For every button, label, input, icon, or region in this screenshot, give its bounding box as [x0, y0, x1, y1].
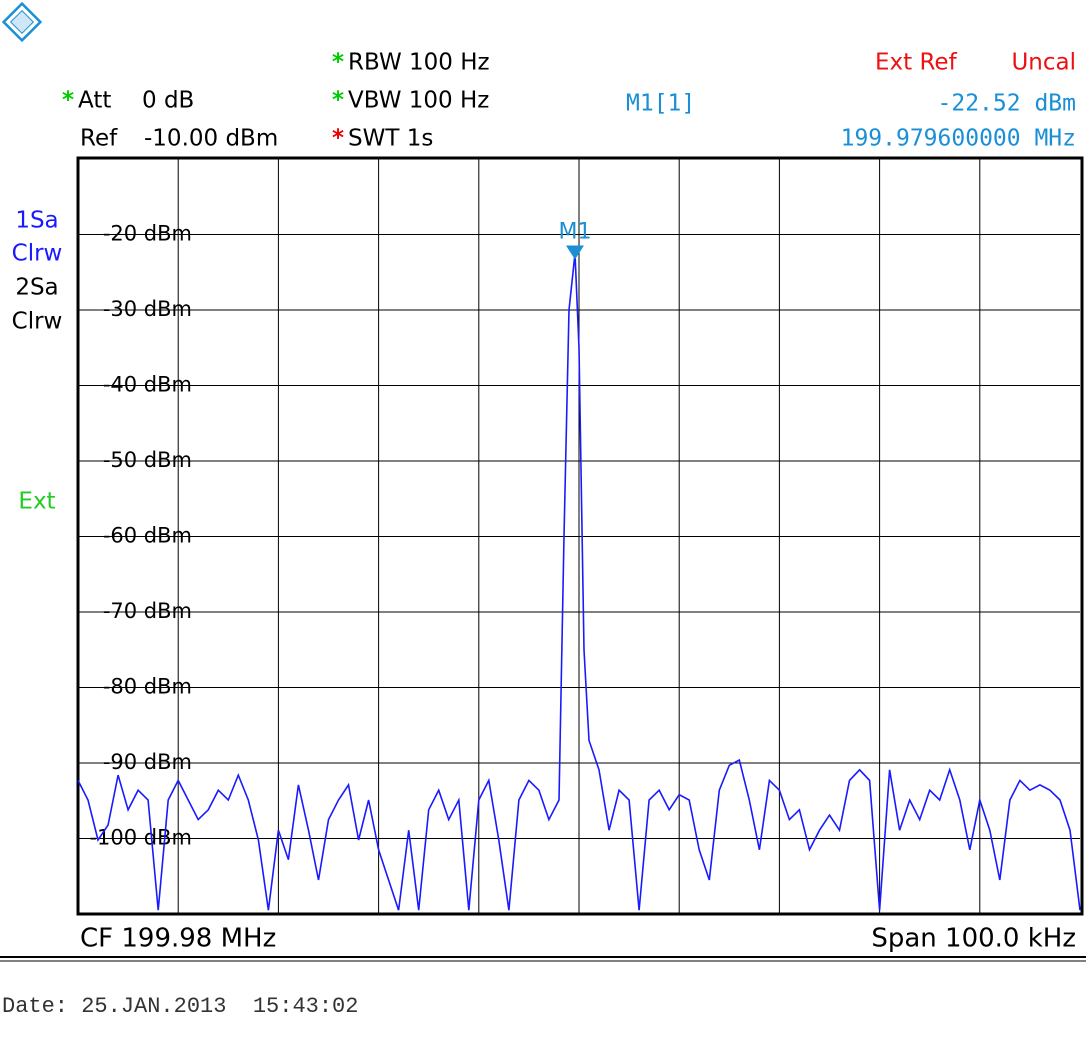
setting-value: -10.00 dBm [144, 126, 278, 152]
setting-label: Att [78, 88, 111, 114]
side-label: Ext [18, 489, 55, 515]
marker-readout-value: -22.52 dBm [938, 91, 1076, 117]
setting-flag: * [332, 88, 344, 114]
footer-left: CF 199.98 MHz [80, 924, 276, 954]
trace-clip [77, 253, 1081, 911]
marker-triangle [565, 245, 584, 260]
setting-flag: * [332, 50, 344, 76]
side-label: 1Sa [15, 208, 58, 234]
y-tick-label: -90 dBm [103, 750, 192, 774]
y-tick-label: -40 dBm [103, 373, 192, 397]
marker-label: M1 [558, 220, 591, 245]
setting-flag: * [332, 126, 344, 152]
side-label: Clrw [12, 241, 63, 267]
y-tick-label: -50 dBm [103, 448, 192, 472]
marker-readout-freq: 199.979600000 MHz [841, 126, 1076, 152]
setting-label: Ref [80, 126, 118, 152]
setting-label: VBW 100 Hz [348, 88, 489, 114]
setting-value: 0 dB [142, 88, 194, 114]
y-tick-label: -100 dBm [89, 826, 192, 850]
y-tick-label: -60 dBm [103, 524, 192, 548]
side-label: 2Sa [15, 275, 58, 301]
setting-flag: * [62, 88, 74, 114]
side-label: Clrw [12, 309, 63, 335]
setting-label: RBW 100 Hz [348, 50, 490, 76]
footer-right: Span 100.0 kHz [871, 924, 1076, 954]
setting-label: SWT 1s [348, 126, 433, 152]
marker-readout-label: M1[1] [626, 91, 695, 117]
trace [77, 253, 1081, 911]
y-tick-label: -80 dBm [103, 675, 192, 699]
status-uncal: Uncal [1011, 50, 1076, 76]
y-tick-label: -70 dBm [103, 599, 192, 623]
date: Date: 25.JAN.2013 15:43:02 [2, 994, 358, 1019]
y-tick-label: -30 dBm [103, 297, 192, 321]
y-tick-label: -20 dBm [103, 222, 192, 246]
logo [1, 1, 43, 43]
status-extref: Ext Ref [875, 50, 958, 76]
